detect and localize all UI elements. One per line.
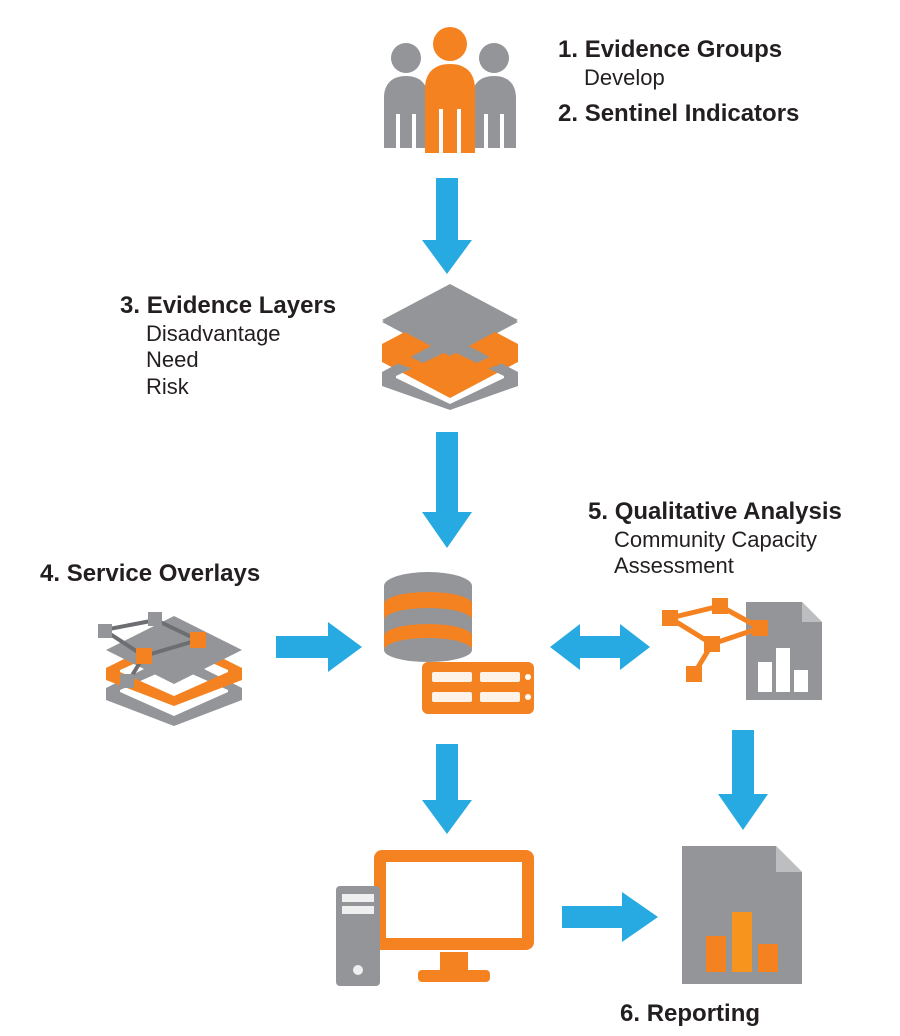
network-and-doc-icon: [654, 588, 834, 708]
step-3-sub-1: Disadvantage: [146, 321, 336, 347]
step-6-label: 6. Reporting: [620, 1000, 760, 1029]
diagram-canvas: 1. Evidence Groups Develop 2. Sentinel I…: [0, 0, 900, 1036]
step-2-label: 2. Sentinel Indicators: [558, 100, 799, 129]
db-and-server-icon: [368, 570, 538, 720]
step-5-sub-1: Community Capacity: [614, 527, 842, 553]
step-1-number: 1.: [558, 36, 578, 63]
arrow-down-4-icon: [716, 730, 770, 830]
report-document-icon: [672, 840, 812, 990]
arrow-right-2-icon: [562, 890, 658, 944]
step-1-sub: Develop: [584, 65, 782, 91]
step-4-title: Service Overlays: [67, 560, 261, 587]
step-4-number: 4.: [40, 560, 60, 587]
step-3-sub-2: Need: [146, 347, 336, 373]
step-3-title: Evidence Layers: [147, 292, 336, 319]
arrow-right-1-icon: [276, 620, 362, 674]
step-1-title: Evidence Groups: [585, 36, 782, 63]
arrow-down-1-icon: [420, 178, 474, 274]
step-3-label: 3. Evidence Layers Disadvantage Need Ris…: [120, 292, 336, 400]
step-6-number: 6.: [620, 1000, 640, 1027]
step-5-label: 5. Qualitative Analysis Community Capaci…: [588, 498, 842, 580]
step-2-title: Sentinel Indicators: [585, 100, 800, 127]
step-3-number: 3.: [120, 292, 140, 319]
network-on-layers-icon: [86, 608, 256, 728]
step-1-label: 1. Evidence Groups Develop: [558, 36, 782, 91]
people-group-icon: [370, 22, 530, 162]
step-5-sub-2: Assessment: [614, 553, 842, 579]
step-2-number: 2.: [558, 100, 578, 127]
arrow-down-2-icon: [420, 432, 474, 548]
arrow-down-3-icon: [420, 744, 474, 834]
step-5-number: 5.: [588, 498, 608, 525]
step-3-sub-3: Risk: [146, 374, 336, 400]
arrow-bidir-icon: [550, 620, 650, 674]
step-6-title: Reporting: [647, 1000, 760, 1027]
step-5-title: Qualitative Analysis: [615, 498, 842, 525]
stacked-layers-icon: [378, 282, 522, 412]
step-4-label: 4. Service Overlays: [40, 560, 260, 589]
desktop-and-tower-icon: [330, 840, 540, 995]
